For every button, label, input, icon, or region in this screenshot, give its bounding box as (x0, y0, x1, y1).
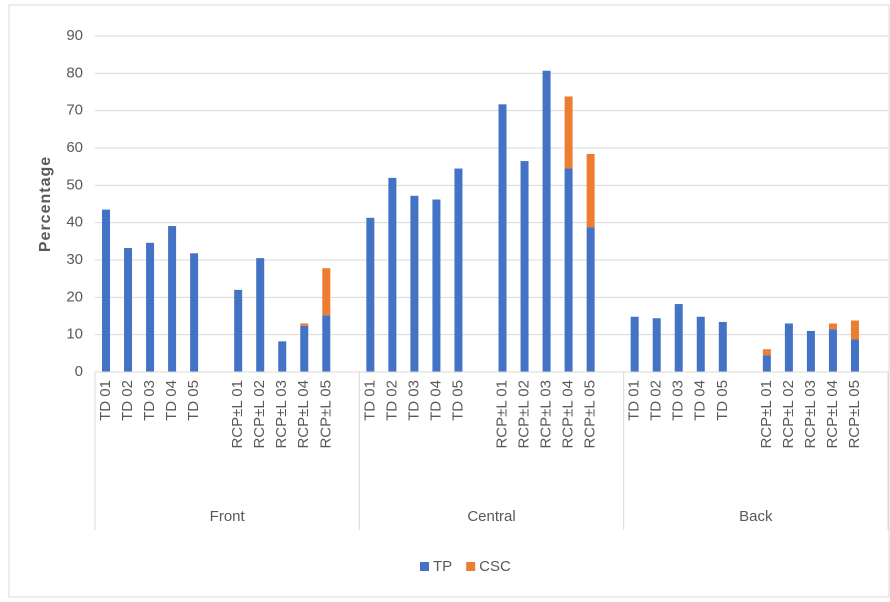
y-tick-label: 0 (75, 363, 83, 380)
x-tick-label: RCP±L 05 (846, 380, 863, 449)
x-tick-label: RCP±L 05 (582, 380, 599, 449)
group-label: Back (739, 508, 773, 525)
x-tick-label: TD 02 (119, 380, 136, 421)
bar-segment (828, 329, 837, 372)
y-axis-label: Percentage (37, 156, 54, 252)
x-tick-label: TD 05 (714, 380, 731, 421)
bar-segment (322, 268, 331, 316)
legend-swatch (466, 562, 476, 571)
bar-segment (630, 316, 639, 372)
x-tick-label: TD 03 (141, 380, 158, 421)
x-tick-label: TD 01 (97, 380, 114, 421)
bar-segment (322, 315, 331, 372)
x-tick-label: TD 05 (449, 380, 466, 421)
bar-segment (366, 217, 375, 372)
x-tick-label: TD 01 (626, 380, 643, 421)
bar-segment (652, 318, 661, 372)
bar-segment (850, 339, 859, 372)
chart-frame (8, 4, 890, 598)
legend-swatch (420, 562, 429, 571)
bar-segment (806, 330, 815, 372)
legend-label: TP (433, 558, 452, 575)
bar-segment (586, 227, 595, 372)
group-label: Front (210, 508, 246, 525)
y-tick-label: 20 (66, 288, 83, 305)
x-tick-label: RCP±L 02 (251, 380, 268, 449)
x-tick-label: RCP±L 01 (758, 380, 775, 449)
bar-segment (850, 320, 859, 340)
x-tick-label: RCP±L 04 (295, 380, 312, 449)
y-tick-label: 70 (66, 102, 83, 119)
bar-segment (674, 304, 683, 372)
bar-segment (168, 226, 177, 372)
bar-segment (410, 195, 419, 372)
bar-segment (234, 289, 243, 372)
bar-segment (432, 199, 441, 372)
y-tick-label: 60 (66, 139, 83, 156)
bar-segment (190, 253, 199, 372)
x-tick-label: TD 02 (648, 380, 665, 421)
x-tick-label: TD 03 (670, 380, 687, 421)
bar-segment (784, 323, 793, 372)
bar-segment (300, 323, 309, 326)
x-tick-label: RCP±L 05 (317, 380, 334, 449)
bar-segment (454, 168, 463, 372)
x-tick-label: RCP±L 02 (516, 380, 533, 449)
bar-segment (718, 321, 727, 372)
bar-segment (102, 209, 111, 372)
x-tick-label: RCP±L 04 (824, 380, 841, 449)
x-tick-label: TD 01 (361, 380, 378, 421)
bar-segment (586, 153, 595, 228)
y-tick-label: 40 (66, 214, 83, 231)
x-tick-label: TD 04 (692, 380, 709, 421)
bar-segment (564, 168, 573, 372)
x-tick-label: RCP±L 04 (560, 380, 577, 449)
y-tick-label: 80 (66, 64, 83, 81)
group-label: Central (467, 508, 515, 525)
bar-segment (256, 258, 265, 372)
bar-segment (498, 104, 507, 372)
y-tick-label: 90 (66, 27, 83, 44)
bar-segment (564, 96, 573, 169)
bar-segment (542, 70, 551, 372)
x-tick-label: TD 03 (405, 380, 422, 421)
legend-label: CSC (479, 558, 511, 575)
x-tick-label: RCP±L 03 (273, 380, 290, 449)
x-tick-label: TD 02 (383, 380, 400, 421)
x-tick-label: RCP±L 03 (538, 380, 555, 449)
bar-segment (696, 316, 705, 372)
x-tick-label: TD 05 (185, 380, 202, 421)
x-tick-label: RCP±L 01 (229, 380, 246, 449)
y-tick-label: 30 (66, 251, 83, 268)
x-tick-label: RCP±L 02 (780, 380, 797, 449)
x-tick-label: TD 04 (427, 380, 444, 421)
bar-segment (300, 325, 309, 372)
bar-segment (762, 349, 771, 356)
bar-segment (146, 242, 155, 372)
y-tick-label: 50 (66, 176, 83, 193)
y-tick-label: 10 (66, 326, 83, 343)
x-tick-label: RCP±L 03 (802, 380, 819, 449)
bar-segment (388, 177, 397, 372)
bar-segment (278, 341, 287, 372)
bar-segment (520, 161, 529, 372)
bar-segment (762, 355, 771, 372)
bar-segment (124, 248, 133, 372)
x-tick-label: TD 04 (163, 380, 180, 421)
bar-segment (828, 323, 837, 330)
x-tick-label: RCP±L 01 (493, 380, 510, 449)
